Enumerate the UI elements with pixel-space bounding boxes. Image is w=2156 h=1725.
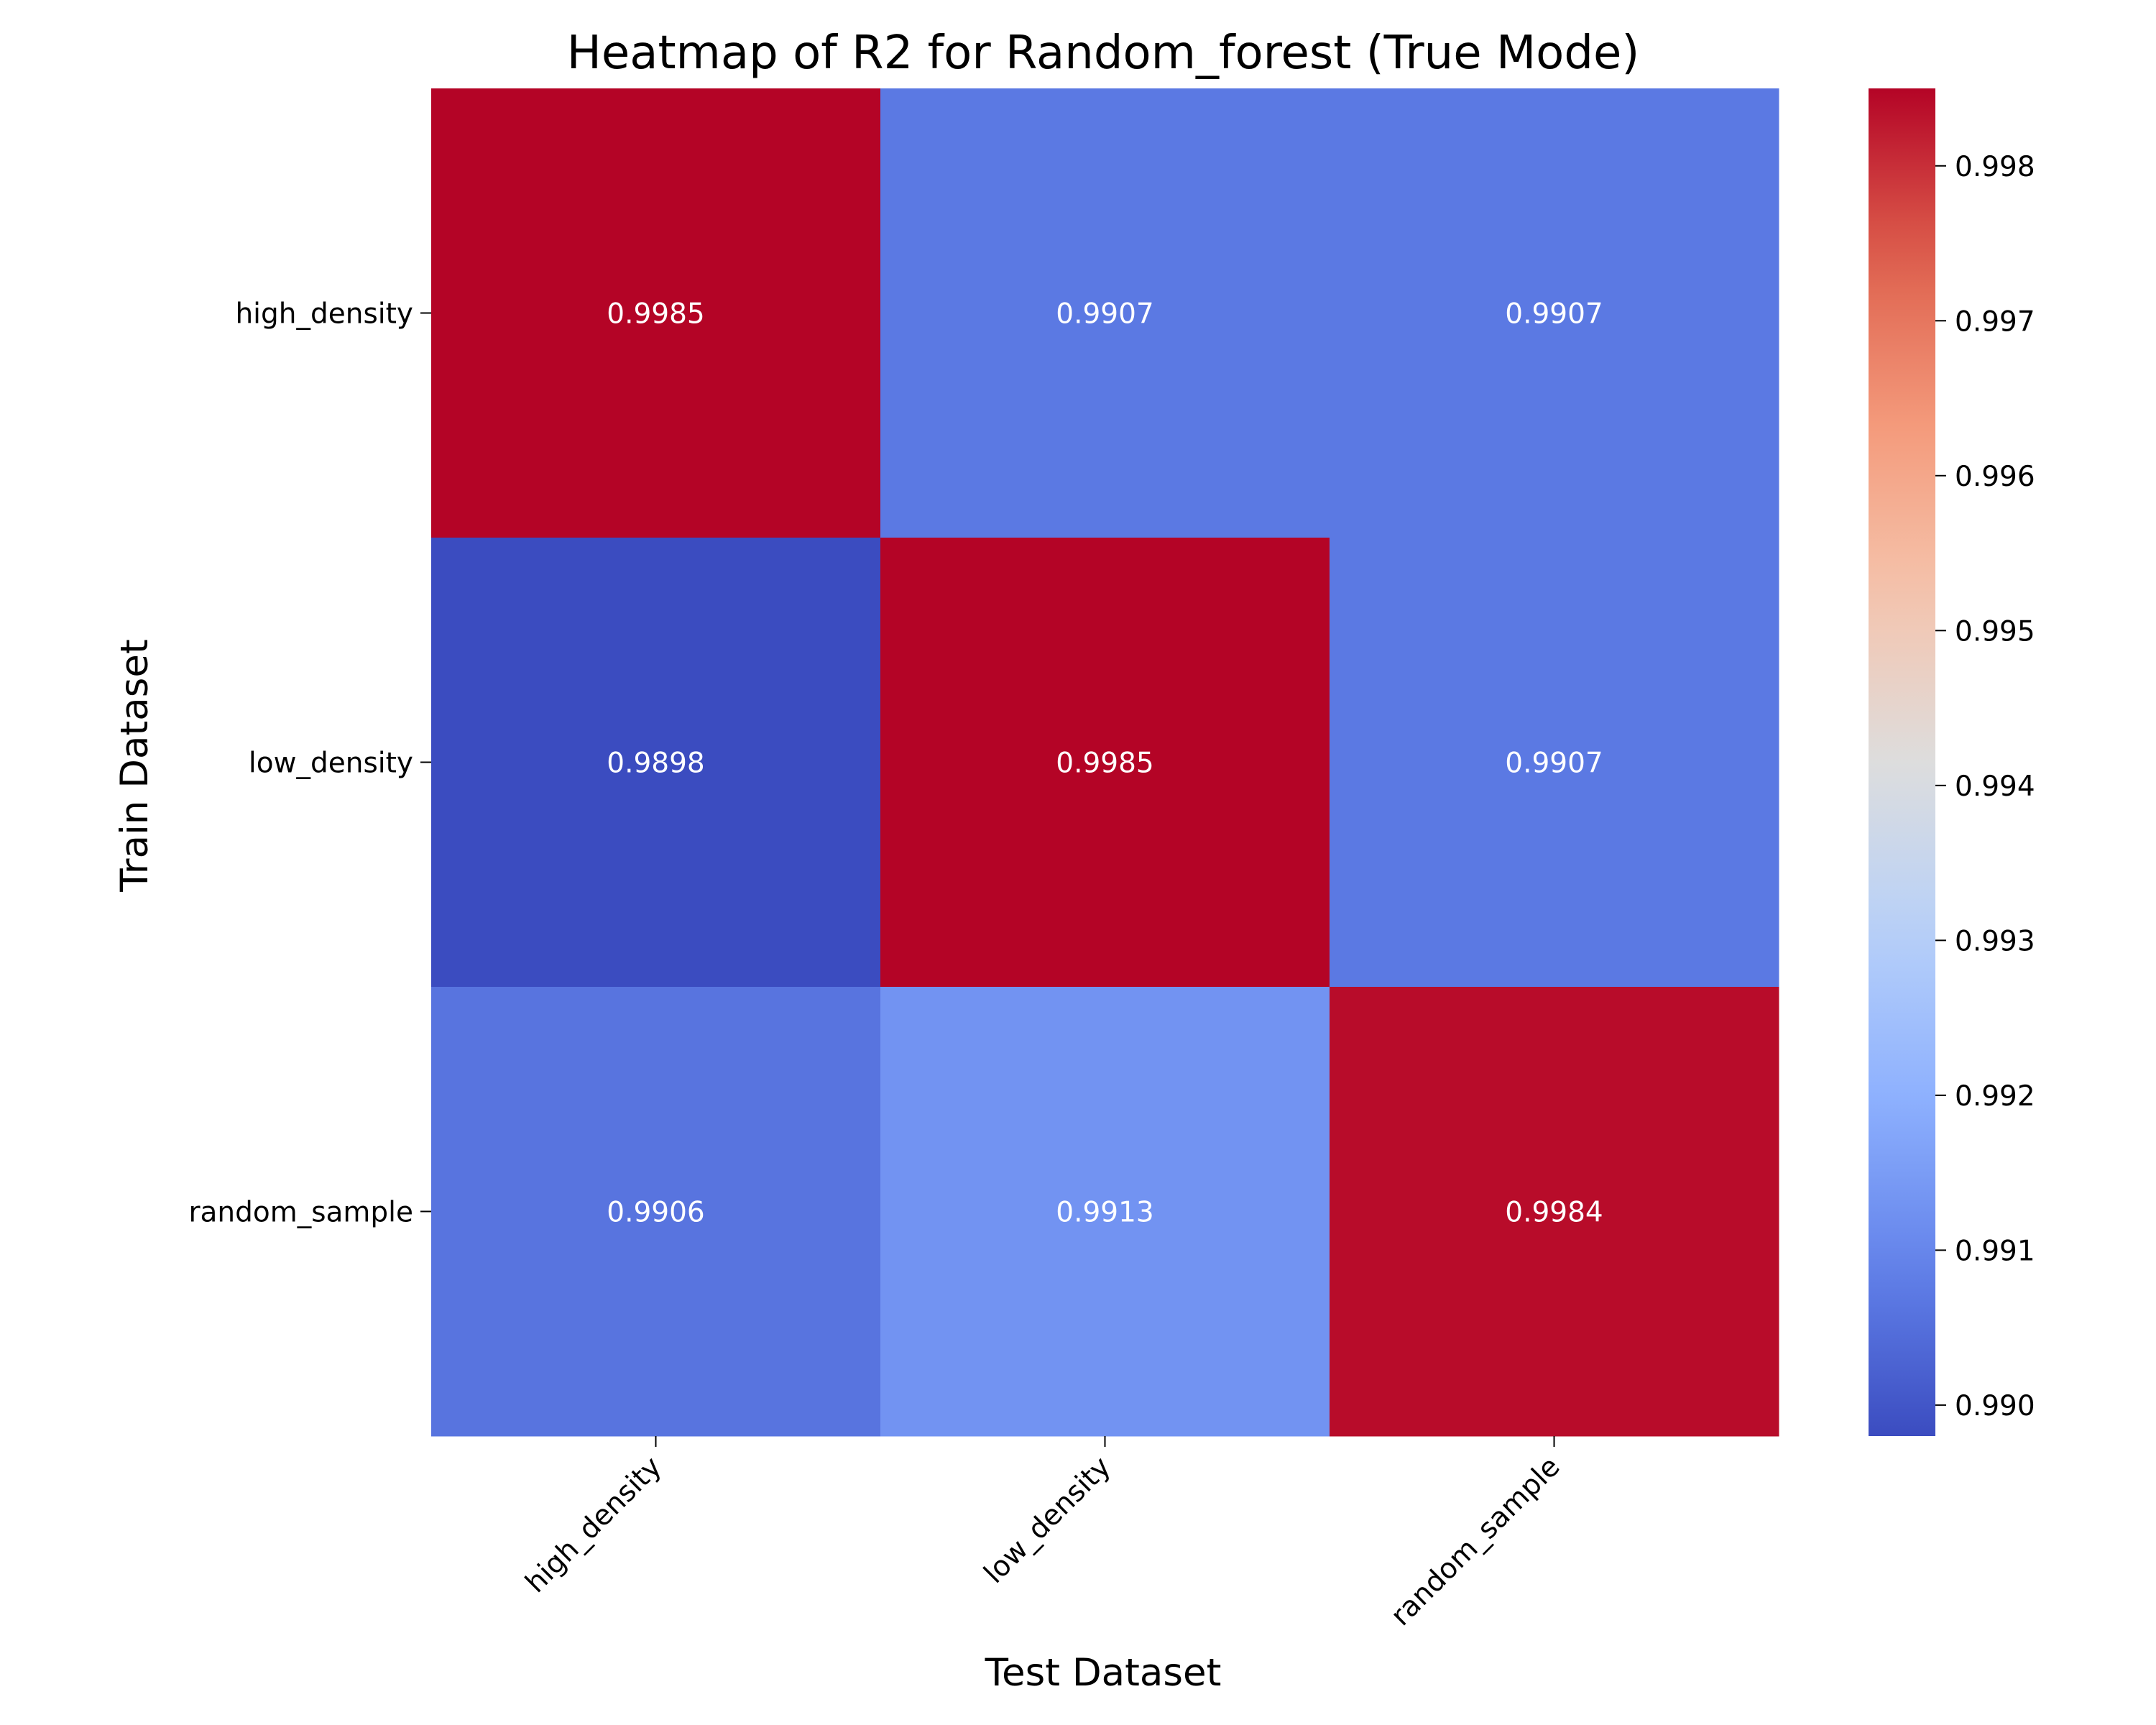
y-tick-label: high_density <box>235 298 413 331</box>
heatmap-cell <box>431 538 881 988</box>
colorbar-tick-label: 0.997 <box>1955 305 2035 338</box>
chart-title: Heatmap of R2 for Random_forest (True Mo… <box>567 27 1640 80</box>
colorbar-tick-label: 0.993 <box>1955 925 2035 957</box>
colorbar-tick-label: 0.998 <box>1955 151 2035 183</box>
x-axis-label: Test Dataset <box>985 1651 1222 1695</box>
cell-value-label: 0.9985 <box>607 298 704 331</box>
cell-value-label: 0.9985 <box>1056 748 1153 780</box>
heatmap-cell <box>1330 88 1779 538</box>
heatmap-cell <box>1330 987 1779 1437</box>
colorbar-tick-label: 0.995 <box>1955 615 2035 648</box>
heatmap-cell <box>880 987 1330 1437</box>
cell-value-label: 0.9913 <box>1056 1197 1153 1229</box>
cell-value-label: 0.9907 <box>1505 298 1603 331</box>
heatmap-cell <box>880 538 1330 988</box>
colorbar-tick-label: 0.991 <box>1955 1235 2035 1267</box>
cell-value-label: 0.9907 <box>1505 748 1603 780</box>
heatmap-cell-labels: 0.9985 0.9907 0.9907 0.9898 0.9985 0.9907 0.99… <box>607 298 1603 1229</box>
colorbar-tick-label: 0.994 <box>1955 770 2035 803</box>
heatmap-cell <box>880 88 1330 538</box>
heatmap-cell <box>431 987 881 1437</box>
heatmap-cell <box>1330 538 1779 988</box>
colorbar-tick-label: 0.996 <box>1955 461 2035 493</box>
y-tick-label: low_density <box>249 748 413 780</box>
heatmap-cell <box>431 88 881 538</box>
cell-value-label: 0.9898 <box>607 748 704 780</box>
cell-value-label: 0.9907 <box>1056 298 1153 331</box>
colorbar: 0.990 0.991 0.992 0.993 0.994 0.995 0.996 0.997… <box>1869 88 2035 1436</box>
heatmap-cells <box>431 88 1779 1437</box>
y-tick-label: random_sample <box>188 1197 413 1229</box>
colorbar-ticks: 0.990 0.991 0.992 0.993 0.994 0.995 0.996 0.997… <box>1935 151 2035 1422</box>
cell-value-label: 0.9984 <box>1505 1197 1603 1229</box>
y-axis-label: Train Dataset <box>113 639 157 893</box>
cell-value-label: 0.9906 <box>607 1197 704 1229</box>
colorbar-gradient <box>1869 88 1935 1436</box>
colorbar-tick-label: 0.992 <box>1955 1080 2035 1113</box>
colorbar-tick-label: 0.990 <box>1955 1390 2035 1422</box>
y-axis-ticks: high_density low_density random_sample <box>188 298 431 1229</box>
